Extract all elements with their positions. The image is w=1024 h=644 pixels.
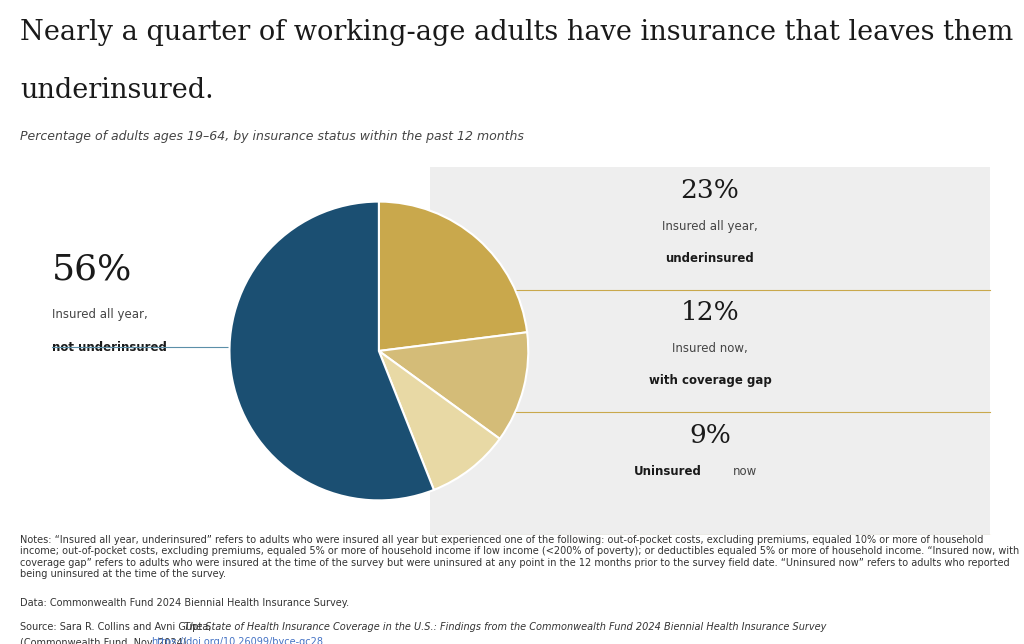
Text: 56%: 56% (52, 252, 132, 287)
Text: underinsured: underinsured (666, 252, 755, 265)
Wedge shape (379, 202, 527, 351)
Text: now: now (733, 465, 757, 478)
Wedge shape (379, 351, 500, 490)
Text: (Commonwealth Fund, Nov. 2024).: (Commonwealth Fund, Nov. 2024). (20, 638, 194, 644)
Text: Insured now,: Insured now, (672, 343, 748, 355)
Text: Uninsured: Uninsured (634, 465, 701, 478)
Text: 23%: 23% (681, 178, 739, 203)
Text: https://doi.org/10.26099/byce-qc28: https://doi.org/10.26099/byce-qc28 (151, 638, 323, 644)
Text: Data: Commonwealth Fund 2024 Biennial Health Insurance Survey.: Data: Commonwealth Fund 2024 Biennial He… (20, 598, 349, 608)
Text: with coverage gap: with coverage gap (648, 375, 771, 388)
Wedge shape (379, 332, 528, 439)
Text: Insured all year,: Insured all year, (52, 308, 147, 321)
Text: 9%: 9% (689, 423, 731, 448)
Text: Insured all year,: Insured all year, (663, 220, 758, 233)
Text: 12%: 12% (681, 301, 739, 325)
Bar (430, 167, 990, 535)
Text: The State of Health Insurance Coverage in the U.S.: Findings from the Commonweal: The State of Health Insurance Coverage i… (183, 622, 826, 632)
Text: not underinsured: not underinsured (52, 341, 167, 354)
Text: Source: Sara R. Collins and Avni Gupta,: Source: Sara R. Collins and Avni Gupta, (20, 622, 215, 632)
Text: Nearly a quarter of working-age adults have insurance that leaves them: Nearly a quarter of working-age adults h… (20, 19, 1014, 46)
Text: Notes: “Insured all year, underinsured” refers to adults who were insured all ye: Notes: “Insured all year, underinsured” … (20, 535, 1020, 580)
Text: Percentage of adults ages 19–64, by insurance status within the past 12 months: Percentage of adults ages 19–64, by insu… (20, 130, 524, 143)
Wedge shape (229, 202, 434, 500)
Text: underinsured.: underinsured. (20, 77, 214, 104)
